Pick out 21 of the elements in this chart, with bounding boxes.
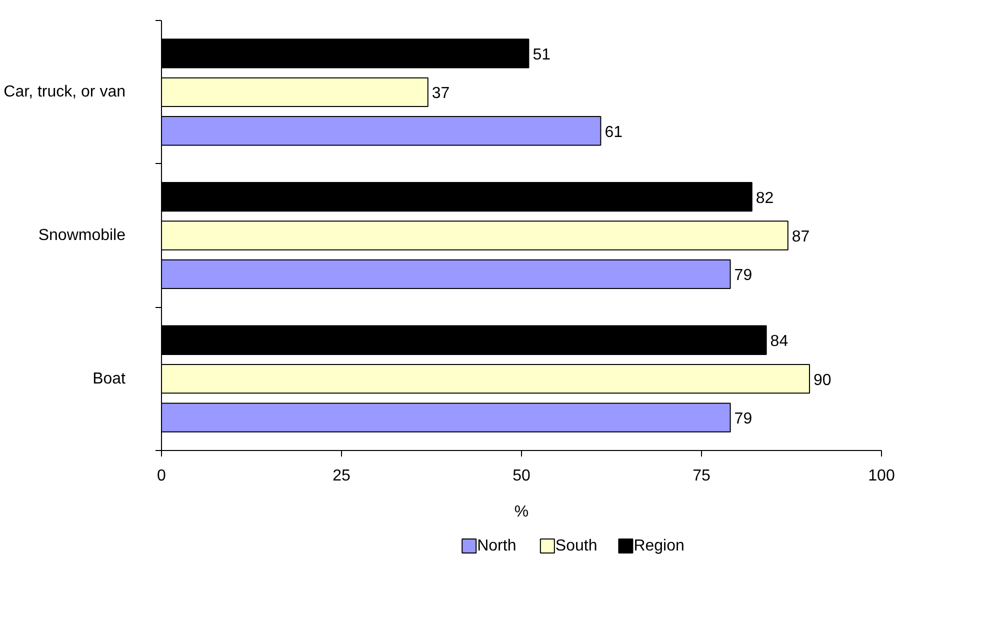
data-label: 51	[532, 46, 551, 64]
x-tick-label: 0	[157, 468, 166, 484]
x-tick-label: 25	[332, 468, 350, 484]
data-label: 87	[792, 228, 810, 246]
data-label: 84	[770, 333, 788, 350]
x-tick-label: 100	[868, 468, 895, 484]
y-tick-label: Snowmobile	[38, 227, 126, 244]
legend-label: South	[555, 538, 598, 554]
data-label: 82	[756, 190, 774, 207]
data-label: 79	[734, 267, 752, 284]
data-label: 79	[734, 410, 752, 428]
x-tick-label: 50	[512, 468, 530, 484]
y-tick-label: Car, truck, or van	[4, 84, 126, 101]
x-axis-title: %	[514, 504, 529, 520]
data-label: 61	[604, 124, 623, 141]
data-label: 90	[814, 372, 832, 389]
x-tick-label: 75	[692, 468, 710, 484]
legend-label: North	[477, 538, 516, 554]
data-label: 37	[432, 85, 450, 102]
y-tick-label: Boat	[92, 370, 126, 388]
legend-label: Region	[634, 538, 684, 554]
